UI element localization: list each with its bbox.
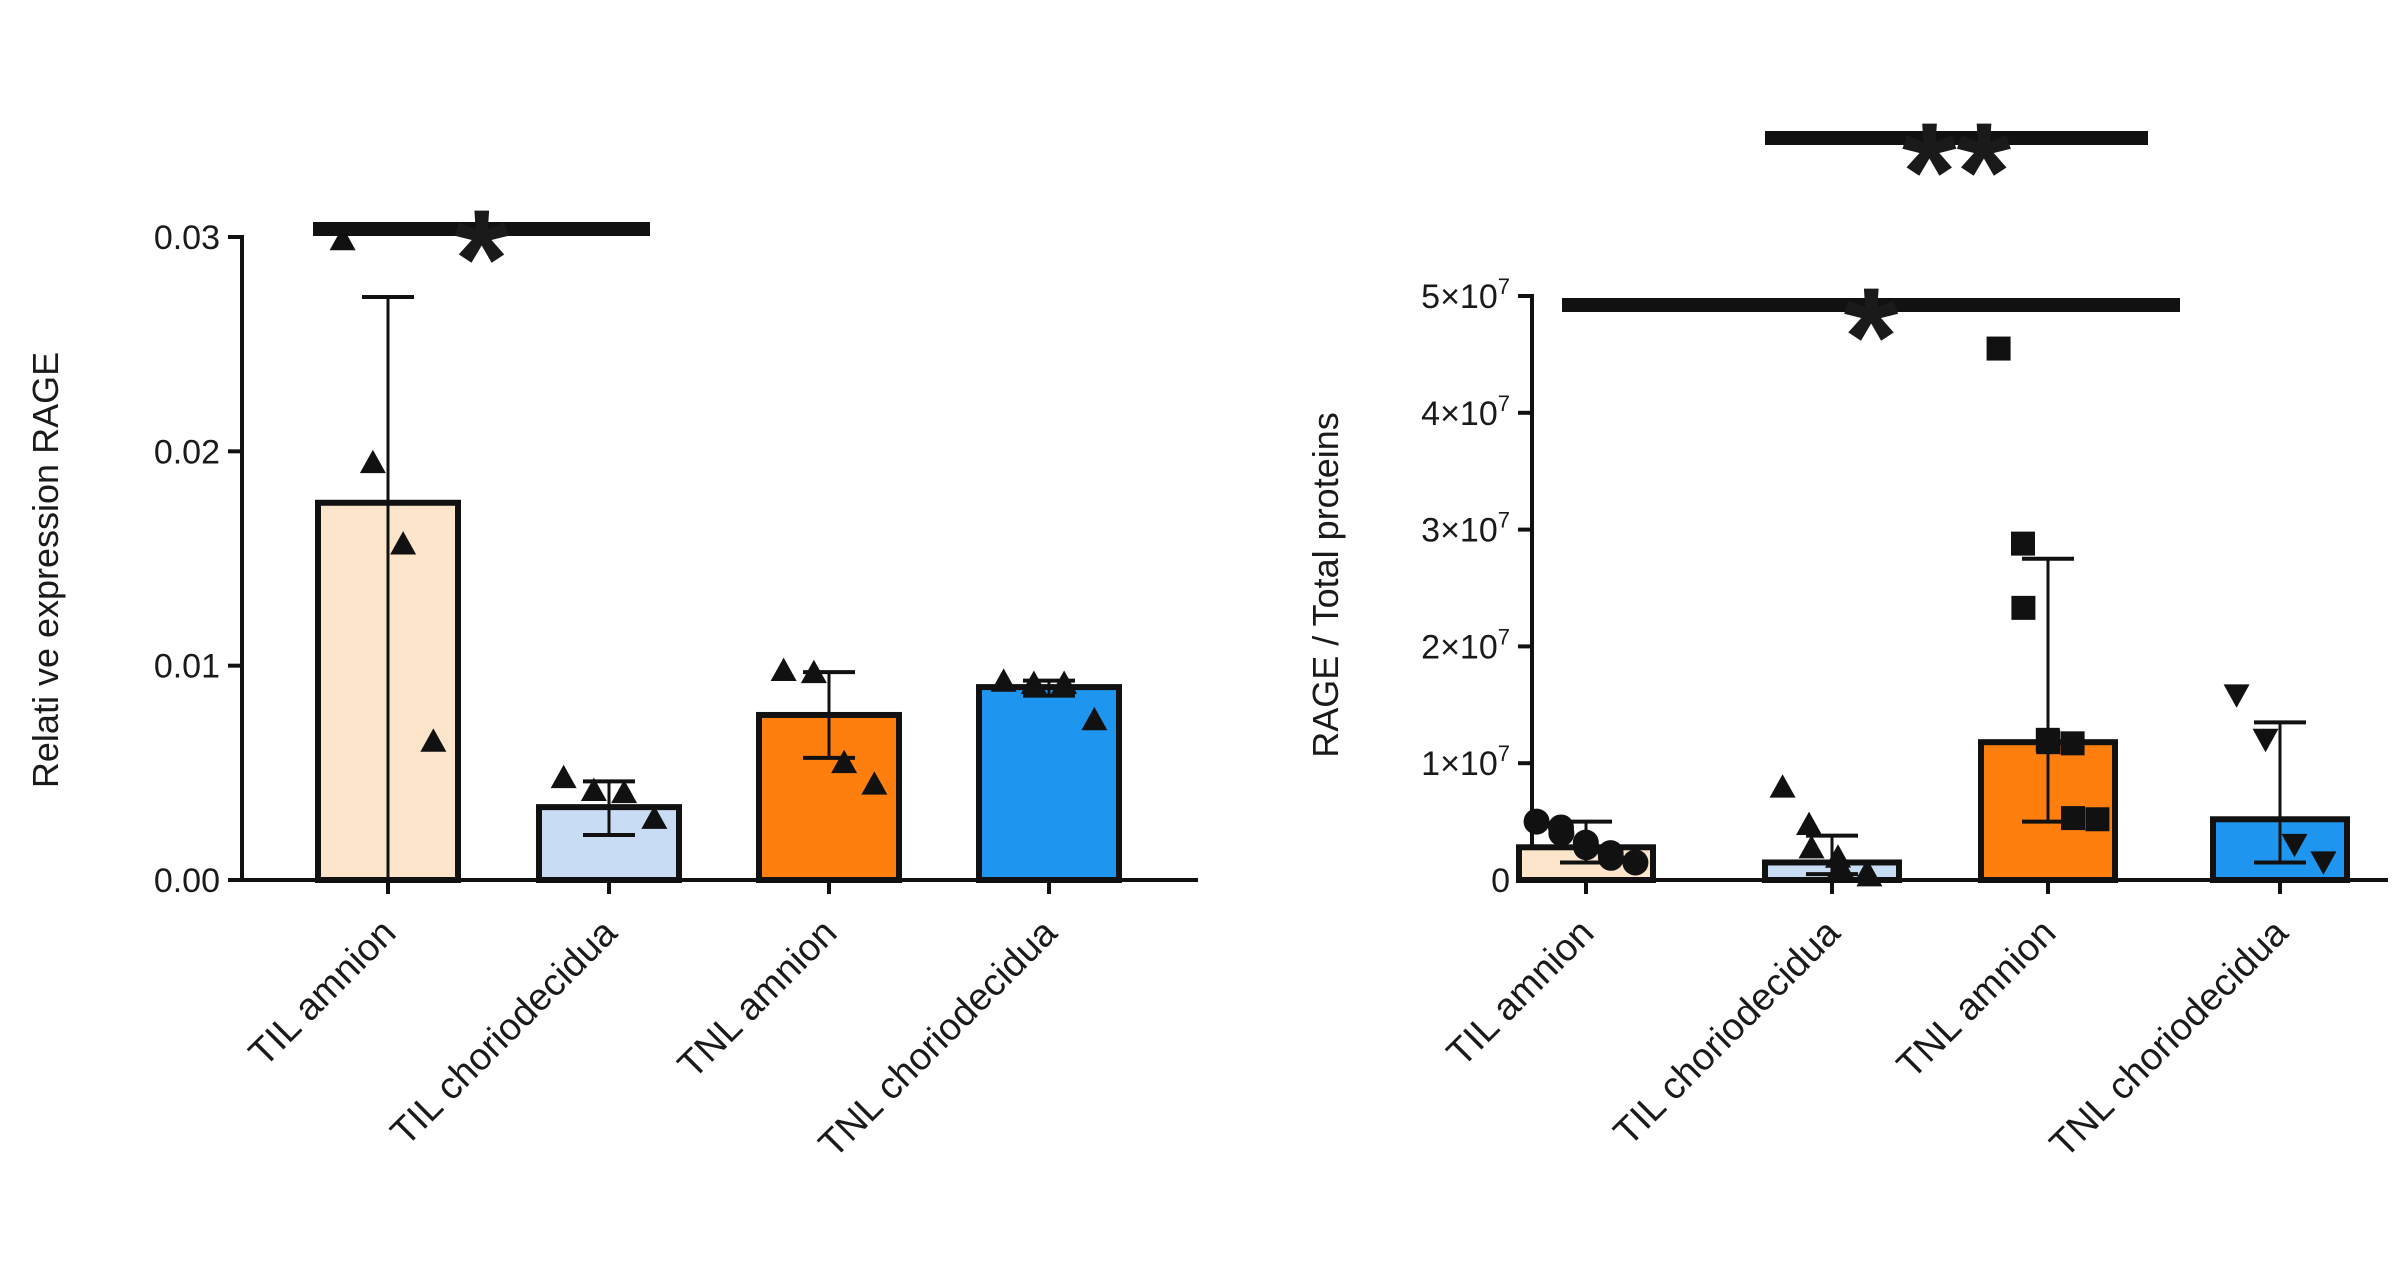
y-tick-label-exponent: 7 — [1498, 508, 1510, 533]
y-tick-label-base: 2×10 — [1421, 628, 1498, 666]
x-category-label: TNL choriodecidua — [811, 911, 1066, 1166]
y-tick-label: 2×107 — [1421, 624, 1510, 666]
data-point — [580, 777, 607, 802]
data-point — [1573, 834, 1600, 861]
data-point — [1827, 853, 1854, 878]
data-point — [2061, 806, 2086, 831]
data-point — [420, 728, 447, 752]
data-point — [1796, 811, 1823, 835]
x-category-label: TIL amnion — [241, 912, 404, 1075]
y-tick-label-base: 4×10 — [1421, 395, 1498, 433]
x-category-label: TIL choriodecidua — [1606, 911, 1849, 1154]
data-point — [1856, 862, 1883, 887]
y-tick-label: 4×107 — [1421, 391, 1510, 433]
data-point — [1598, 844, 1625, 871]
y-tick-label-exponent: 7 — [1498, 391, 1510, 416]
y-tick-label: 0.03 — [154, 219, 220, 257]
data-point — [2011, 595, 2036, 620]
data-point — [1020, 670, 1047, 694]
x-category-label: TIL amnion — [1439, 912, 1602, 1075]
data-point — [1051, 670, 1078, 694]
y-tick-label: 0 — [1491, 862, 1510, 900]
data-point — [2310, 851, 2337, 875]
data-point — [1548, 820, 1575, 847]
y-tick-label: 1×107 — [1421, 741, 1510, 783]
significance-star: * — [454, 180, 509, 337]
y-tick-label-exponent: 7 — [1498, 624, 1510, 649]
data-point — [2223, 684, 2250, 708]
data-point — [1986, 336, 2011, 361]
y-tick-label: 0.00 — [154, 862, 220, 900]
data-point — [990, 668, 1017, 692]
chart-left-relative-expression: 0.00 0.01 0.02 0.03 Relati ve expression RAG… — [25, 180, 1198, 1166]
x-category-label: TNL amnion — [1889, 912, 2064, 1087]
y-tick-label-base: 0 — [1491, 862, 1510, 900]
data-point — [1798, 834, 1825, 859]
data-point — [1769, 774, 1796, 798]
y-tick-label: 0.02 — [154, 433, 220, 471]
data-point — [861, 771, 888, 795]
y-tick-label-exponent: 7 — [1498, 741, 1510, 766]
data-point — [2060, 731, 2085, 756]
data-point — [1622, 849, 1649, 876]
data-point — [329, 226, 356, 251]
y-tick-label: 0.01 — [154, 648, 220, 686]
y-tick-label-base: 1×10 — [1421, 745, 1498, 783]
data-point — [2085, 807, 2110, 832]
significance-star: * — [1844, 258, 1899, 415]
y-axis-title: Relati ve expression RAGE — [25, 352, 66, 788]
data-point — [2036, 730, 2061, 755]
data-point — [359, 449, 386, 474]
data-point — [2281, 833, 2308, 858]
data-point — [1523, 808, 1550, 835]
y-tick-label-base: 3×10 — [1421, 512, 1498, 550]
data-point — [611, 779, 638, 804]
x-category-label: TNL amnion — [670, 912, 845, 1087]
data-point — [2252, 728, 2279, 753]
data-point — [550, 764, 577, 789]
data-point — [800, 659, 827, 684]
data-point — [390, 531, 417, 555]
significance-star: ** — [1902, 93, 2011, 250]
y-tick-label-base: 5×10 — [1421, 278, 1498, 316]
data-point — [641, 805, 668, 829]
data-point — [2010, 531, 2035, 556]
data-point — [1081, 706, 1108, 731]
x-category-label: TIL choriodecidua — [383, 911, 626, 1154]
x-category-label: TNL choriodecidua — [2042, 911, 2297, 1166]
data-point — [770, 657, 797, 682]
y-tick-label-exponent: 7 — [1498, 274, 1510, 299]
data-point — [831, 749, 858, 774]
y-tick-label: 3×107 — [1421, 508, 1510, 550]
y-axis-title: RAGE / Total proteins — [1305, 412, 1346, 758]
y-tick-label: 5×107 — [1421, 274, 1510, 316]
